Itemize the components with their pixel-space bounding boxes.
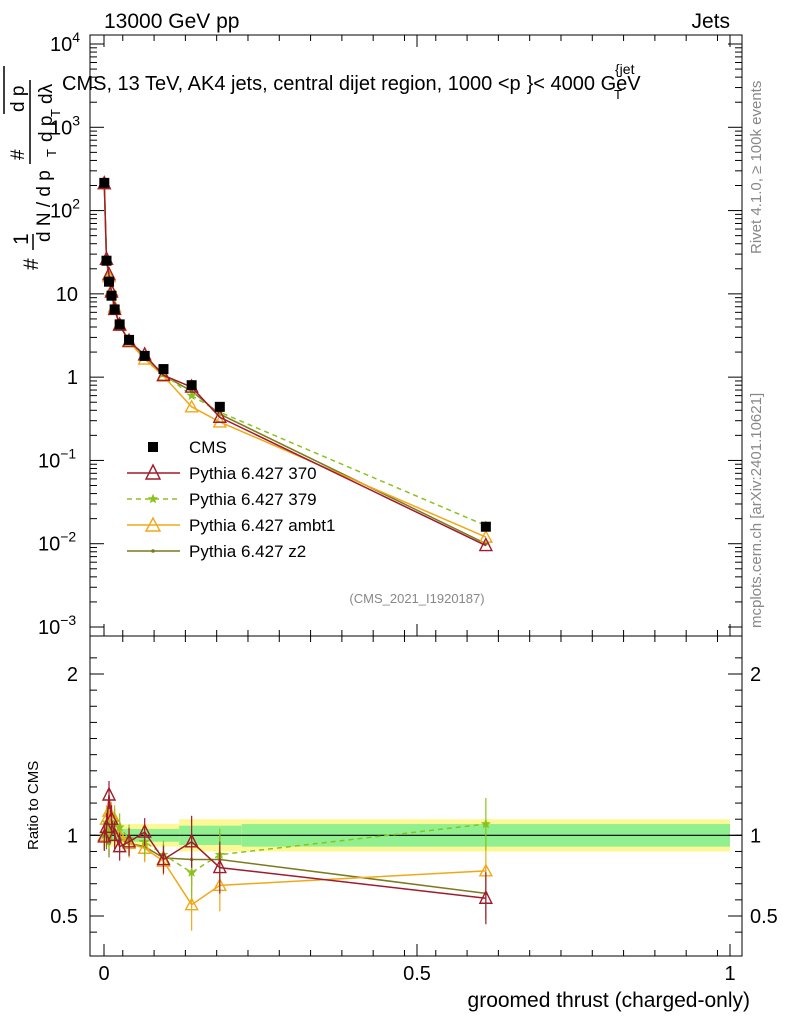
pythia-370-point: [212, 859, 227, 874]
pythia-370-point: [101, 786, 117, 801]
cms-data-point: [114, 319, 125, 330]
pythia-ambt1-point: [184, 897, 199, 911]
header-right: Jets: [691, 10, 730, 33]
legend-label-data: CMS: [189, 438, 227, 457]
pythia-370-point: [97, 828, 112, 843]
legend-label-ambt1: Pythia 6.427 ambt1: [189, 516, 335, 535]
pythia-370-point: [121, 833, 137, 848]
y-tick-label: 1: [67, 367, 78, 389]
pythia-ambt1-line: [103, 183, 487, 538]
legend-label-z2: Pythia 6.427 z2: [189, 542, 306, 561]
y-tick-label: 10: [56, 284, 78, 306]
pythia-370-point: [184, 833, 199, 848]
pythia-370-point: [156, 850, 171, 866]
cms-data-point: [139, 350, 150, 361]
legend-label-p379: Pythia 6.427 379: [189, 490, 317, 509]
cms-data-point: [148, 442, 158, 452]
x-axis-label: groomed thrust (charged-only): [468, 989, 750, 1012]
x-tick-label: 0.5: [403, 963, 431, 985]
y-tick-label: 10−1: [38, 445, 76, 472]
main-y-axis-label: # 1 d N / d p T # d p T dλ d 2 N d p: [0, 66, 63, 270]
pythia-370-point: [137, 823, 152, 838]
pythia-370-point: [104, 810, 119, 825]
cms-data-point: [101, 255, 112, 266]
ratio-series: [97, 781, 494, 931]
ylabel-dN-T: T: [44, 149, 59, 157]
pythia-370-point: [99, 818, 114, 833]
pythia-ambt1-point: [212, 414, 227, 428]
x-tick-label: 1: [724, 963, 735, 985]
pythia-379-point: [114, 822, 125, 832]
pythia-379-point: [147, 493, 159, 504]
y-tick-label: 102: [50, 196, 80, 223]
ylabel-num-hash: #: [8, 149, 29, 160]
pythia-370-point: [212, 408, 227, 423]
ylabel-den-dl: dλ: [36, 83, 57, 104]
ratio-y-tick-label: 1: [67, 825, 78, 847]
pythia-379-point: [186, 867, 197, 877]
y-tick-label: 10−3: [38, 612, 76, 639]
main-panel-frame: [89, 34, 743, 637]
ratio-y-tick-label: 2: [67, 664, 78, 686]
plot-title: CMS, 13 TeV, AK4 jets, central dijet reg…: [62, 73, 641, 95]
cms-data-point: [104, 276, 115, 287]
ylabel-one: 1: [10, 233, 33, 245]
title-pt: p: [510, 73, 521, 95]
pythia-370-point: [478, 889, 493, 904]
cms-data-point: [186, 380, 197, 391]
ratio-y-axis-label: Ratio to CMS: [25, 761, 42, 850]
legend: CMS Pythia 6.427 370 Pythia 6.427 379 Pythi…: [127, 438, 335, 561]
pythia-379-point: [186, 390, 197, 400]
axis-ticks: 0 0.5 1 10−3 10−2 10−1 1 10 102 103 104 0.5 0.5 1 1 2 2: [38, 29, 778, 985]
pythia-370-point: [156, 366, 171, 382]
pythia-z2-point: [151, 549, 155, 553]
ratio-y-tick-label-right: 0.5: [750, 906, 778, 928]
ratio-panel-frame: [89, 635, 743, 957]
cms-data-point: [158, 364, 169, 375]
pythia-370-point: [107, 826, 122, 842]
cms-data-point: [99, 177, 110, 188]
title-pt-sup: {jet: [615, 61, 635, 77]
main-series: [97, 175, 494, 552]
cms-data-point: [124, 334, 135, 345]
title-pt-sub: T: [614, 87, 622, 102]
x-tick-label: 0: [98, 963, 109, 985]
pythia-370-point: [478, 537, 493, 552]
ratio-y-tick-label-right: 2: [750, 664, 761, 686]
analysis-watermark: (CMS_2021_I1920187): [349, 591, 484, 606]
pythia-370-point: [144, 463, 162, 480]
cms-data-point: [480, 521, 491, 532]
ylabel-hash: #: [20, 258, 43, 270]
legend-label-p370: Pythia 6.427 370: [189, 464, 317, 483]
ylabel-num-d: d: [0, 99, 3, 110]
cms-data-point: [109, 304, 120, 315]
ylabel-den-T: T: [48, 109, 63, 117]
pythia-379-line-ratio: [103, 821, 486, 874]
ratio-y-tick-label: 0.5: [50, 906, 78, 928]
pythia-379-point: [480, 818, 491, 829]
ylabel-num-N: N: [0, 75, 3, 89]
cms-data-point: [106, 290, 117, 301]
y-tick-label: 104: [50, 29, 80, 56]
header-left: 13000 GeV pp: [104, 10, 239, 33]
mcplots-label: mcplots.cern.ch [arXiv:2401.10621]: [748, 393, 765, 628]
pythia-ambt1-point: [478, 529, 494, 543]
rivet-version-label: Rivet 4.1.0, ≥ 100k events: [748, 81, 765, 254]
title-prefix: CMS, 13 TeV, AK4 jets, central dijet reg…: [62, 73, 510, 95]
y-tick-label: 10−2: [38, 529, 76, 556]
ylabel-dN: d N / d p: [34, 170, 55, 242]
ylabel-den2: d p: [8, 86, 29, 112]
pythia-370-point: [112, 838, 127, 853]
ylabel-den: d p: [36, 116, 57, 142]
cms-data-point: [214, 401, 225, 412]
ratio-y-tick-label-right: 1: [750, 825, 761, 847]
pythia-ambt1-point: [144, 516, 162, 532]
y-tick-label: 103: [50, 112, 80, 139]
title-suffix: }< 4000 GeV: [527, 73, 642, 95]
pythia-ambt1-point: [184, 399, 199, 413]
